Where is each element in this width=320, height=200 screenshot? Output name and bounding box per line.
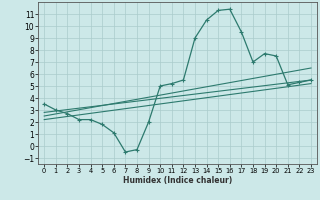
X-axis label: Humidex (Indice chaleur): Humidex (Indice chaleur) [123,176,232,185]
